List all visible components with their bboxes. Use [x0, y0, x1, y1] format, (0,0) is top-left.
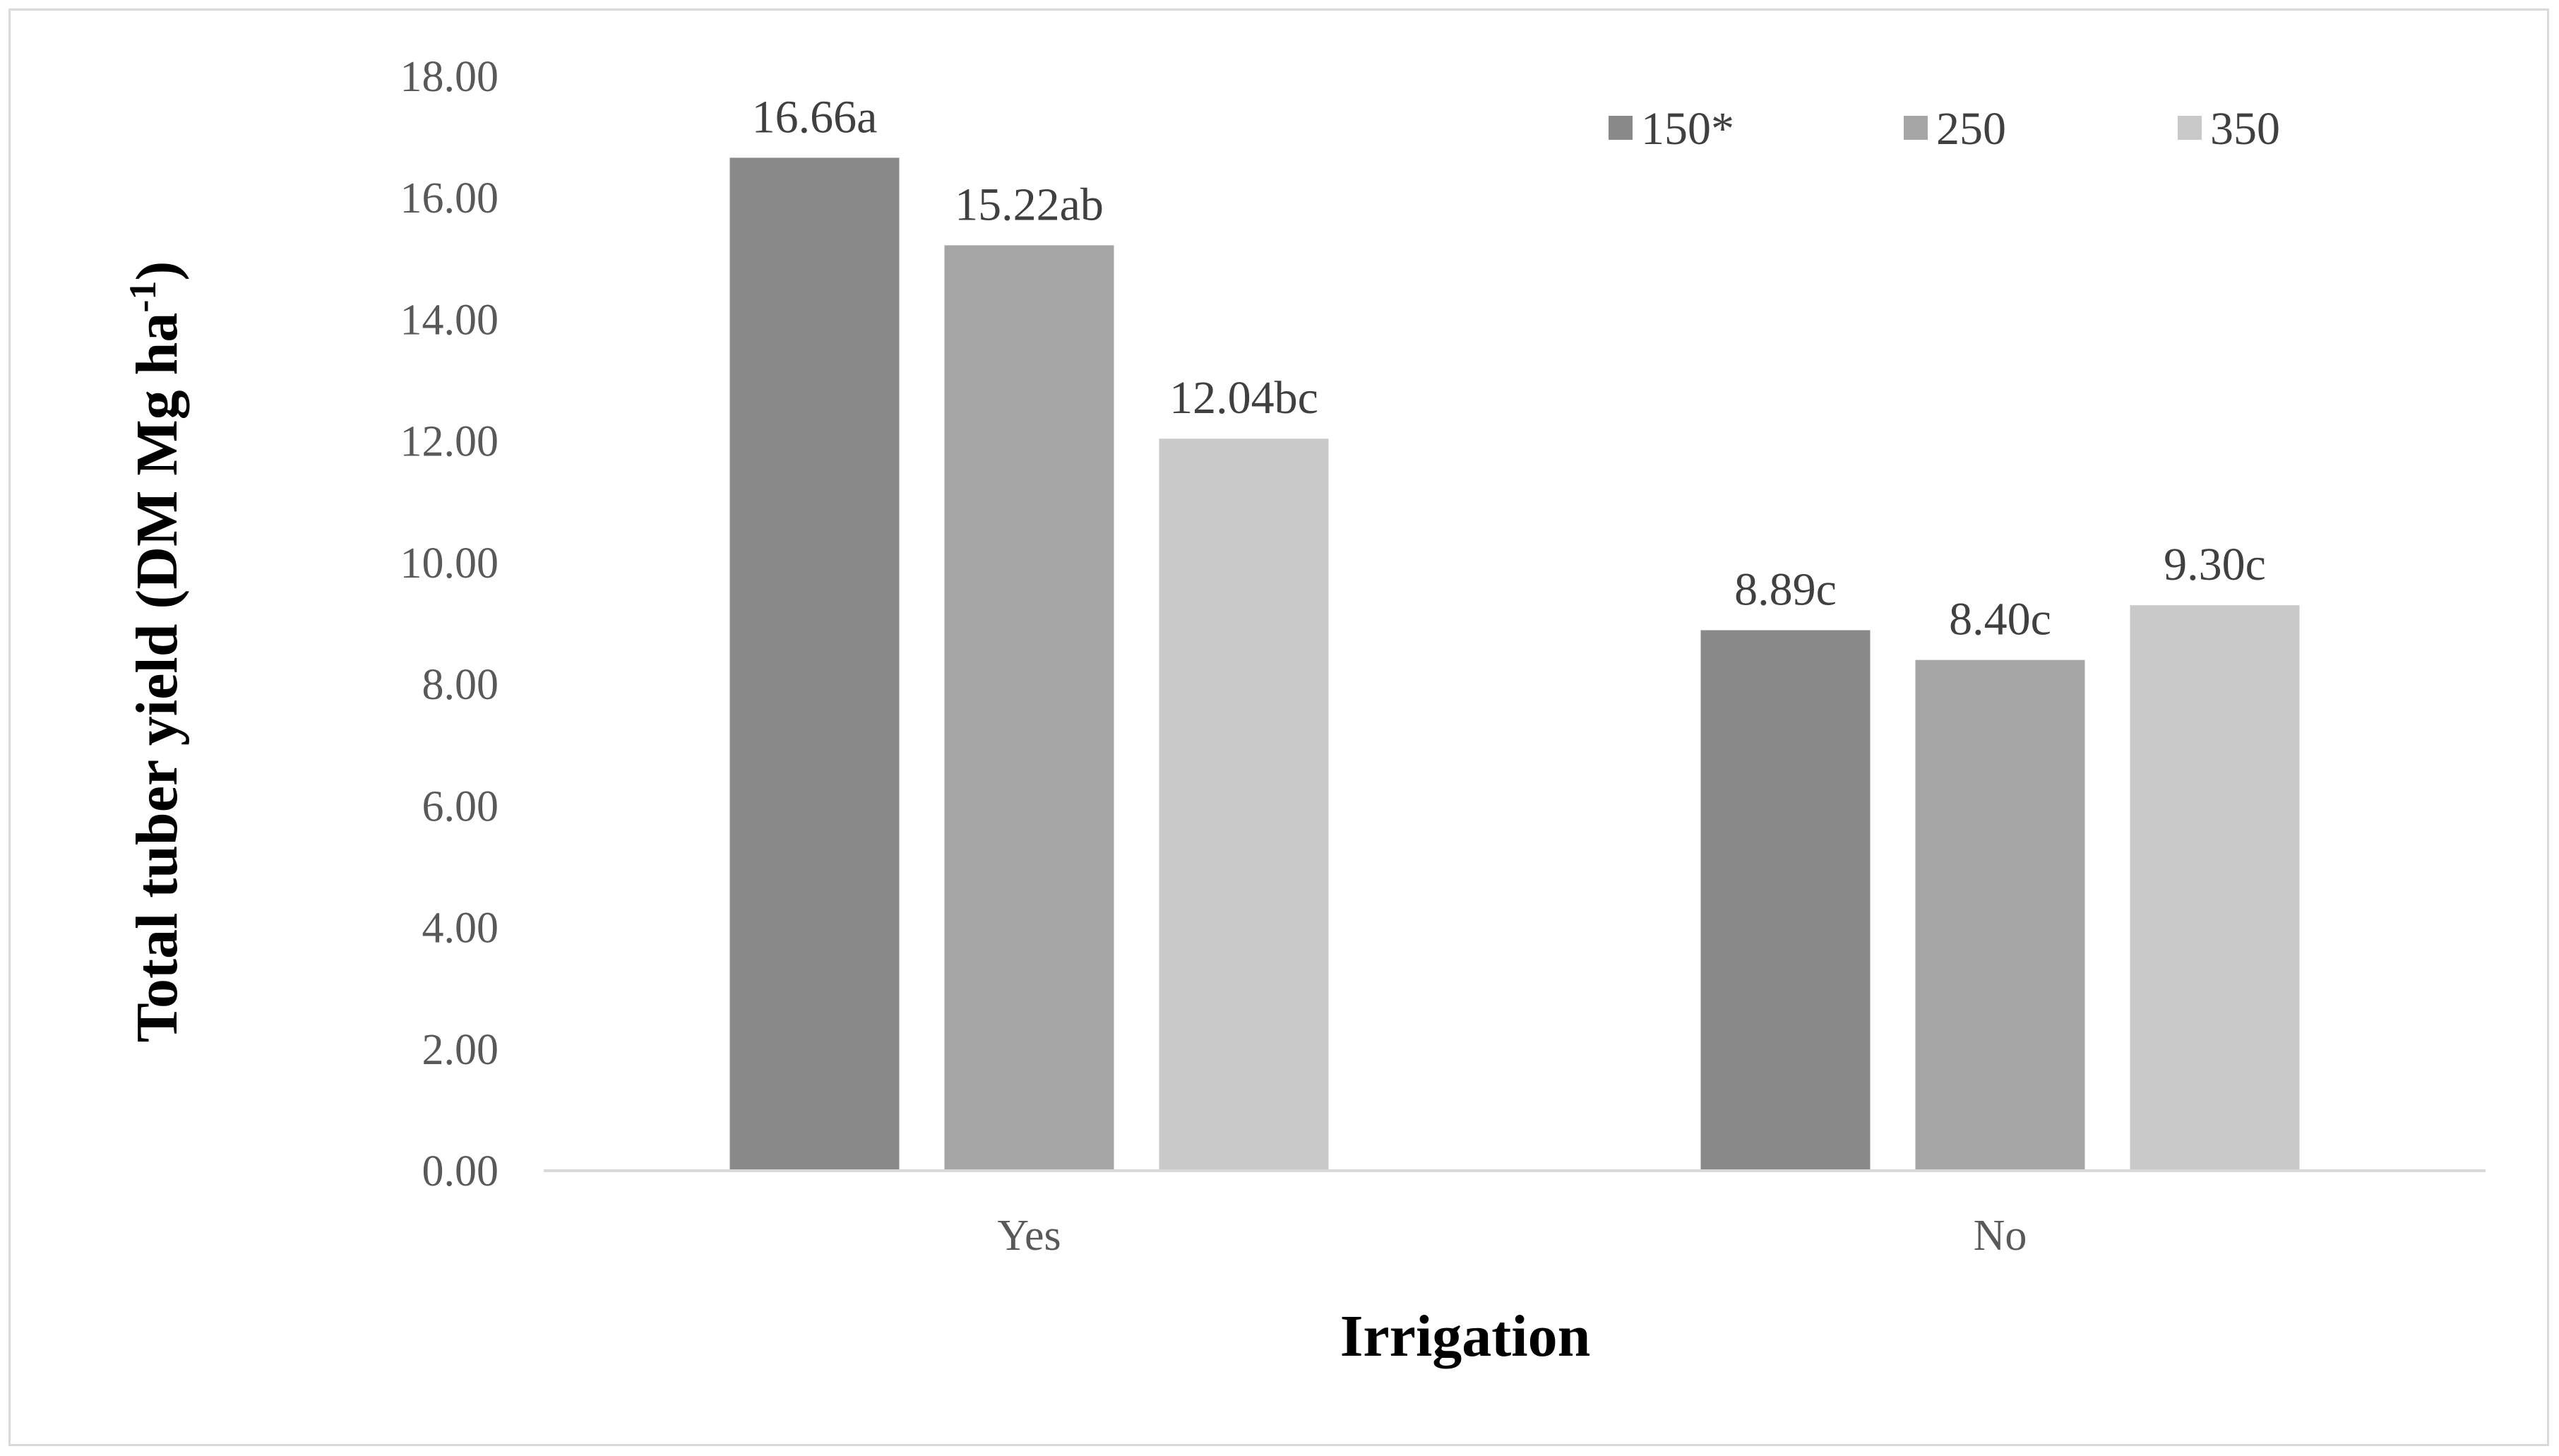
- y-tick-label: 12.00: [400, 418, 499, 466]
- y-tick-label: 18.00: [400, 53, 499, 101]
- y-tick-label: 6.00: [422, 782, 499, 830]
- data-label: 8.40c: [1949, 594, 2051, 645]
- y-axis-title-superscript: -1: [121, 281, 164, 313]
- y-tick-label: 4.00: [422, 905, 499, 953]
- data-label: 15.22ab: [955, 179, 1104, 230]
- bar: [1700, 630, 1871, 1171]
- x-tick-label: No: [1974, 1212, 2027, 1260]
- legend-swatch: [1609, 116, 1633, 140]
- y-tick-label: 0.00: [422, 1147, 499, 1195]
- bar: [1915, 660, 2085, 1171]
- bar: [2130, 605, 2300, 1171]
- y-tick-label: 10.00: [400, 539, 499, 587]
- x-tick-label: Yes: [997, 1212, 1061, 1260]
- y-axis-ticks: 0.00 2.00 4.00 6.00 8.00 10.00 12.00 14.00 16.00…: [400, 53, 499, 1195]
- y-axis-title-main: Total tuber yield (DM Mg ha: [124, 313, 190, 1043]
- legend: 150* 250 350: [1609, 103, 2280, 155]
- y-tick-label: 16.00: [400, 174, 499, 222]
- bar: [729, 157, 900, 1171]
- y-tick-label: 8.00: [422, 661, 499, 709]
- x-axis-title: Irrigation: [1340, 1303, 1591, 1369]
- x-axis-ticks: Yes No: [997, 1212, 2027, 1260]
- bar: [944, 245, 1114, 1171]
- bar: [1159, 438, 1329, 1171]
- data-label: 8.89c: [1734, 563, 1837, 615]
- legend-swatch: [2178, 116, 2202, 140]
- data-label: 12.04bc: [1169, 372, 1318, 424]
- y-tick-label: 14.00: [400, 296, 499, 344]
- legend-label: 350: [2210, 103, 2280, 155]
- data-label: 9.30c: [2164, 539, 2266, 590]
- y-axis-title-suffix: ): [124, 261, 190, 281]
- legend-swatch: [1904, 116, 1928, 140]
- data-label: 16.66a: [752, 91, 878, 143]
- y-tick-label: 2.00: [422, 1026, 499, 1074]
- bars: [729, 157, 2300, 1171]
- legend-label: 150*: [1641, 103, 1734, 155]
- y-axis-title: Total tuber yield (DM Mg ha-1): [121, 261, 190, 1043]
- legend-label: 250: [1936, 103, 2006, 155]
- data-labels: 16.66a 15.22ab 12.04bc 8.89c 8.40c 9.30c: [752, 91, 2266, 645]
